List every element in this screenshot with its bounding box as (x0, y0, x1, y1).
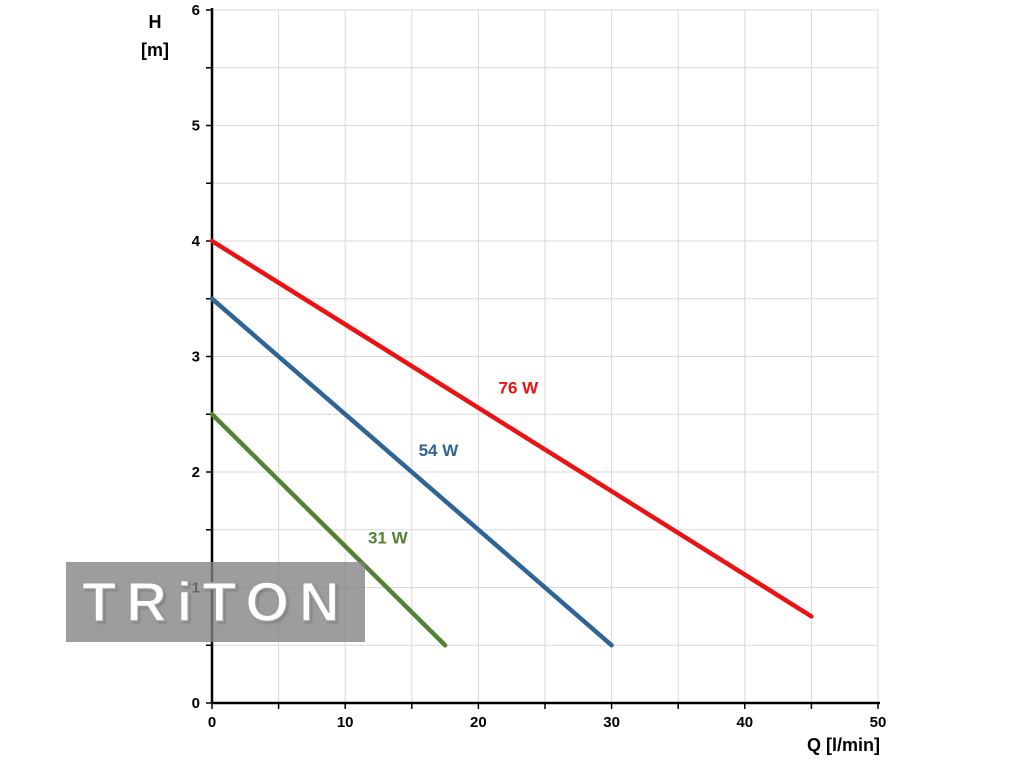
x-axis-title: Q [l/min] (807, 735, 880, 755)
y-tick-label: 3 (192, 349, 200, 366)
series-line (209, 296, 614, 648)
y-tick-label: 2 (192, 464, 200, 481)
x-tick-label: 20 (470, 714, 487, 731)
x-tick-label: 10 (337, 714, 354, 731)
series-line (209, 412, 448, 648)
series-label: 54 W (419, 441, 460, 460)
series-label: 31 W (368, 529, 409, 548)
y-axis-title-line1: H (149, 12, 162, 32)
y-tick-label: 4 (192, 233, 201, 250)
triton-watermark: TRiTON (66, 562, 366, 642)
x-tick-label: 40 (736, 714, 753, 731)
y-tick-label: 5 (192, 118, 200, 135)
y-tick-label: 6 (192, 2, 200, 19)
y-tick-label: 0 (192, 695, 200, 712)
series-label: 76 W (499, 378, 540, 397)
series-line (209, 238, 814, 619)
x-tick-label: 50 (870, 714, 887, 731)
y-axis-title-line2: [m] (141, 40, 169, 60)
x-tick-label: 0 (208, 714, 216, 731)
x-tick-label: 30 (603, 714, 620, 731)
